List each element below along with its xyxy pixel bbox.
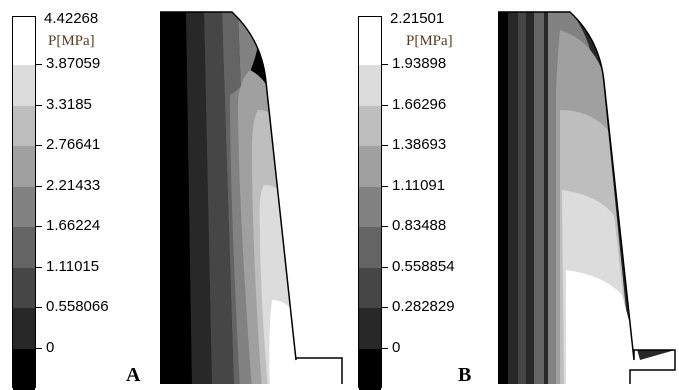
plot-outline-b <box>498 11 676 384</box>
legend-tick-label-a: 1.11015 <box>46 257 100 275</box>
legend-tick-b <box>382 226 388 227</box>
legend-tick-label-b: 0.558854 <box>392 257 455 275</box>
contour-plot-b <box>498 12 675 384</box>
legend-tick-b <box>382 307 388 308</box>
legend-swatch-b <box>359 267 381 309</box>
legend-tick-b <box>382 145 388 146</box>
legend-swatch-b <box>359 227 381 269</box>
legend-swatch-b <box>359 105 381 147</box>
legend-unit-b: P[MPa] <box>406 33 453 49</box>
legend-tick-b <box>382 347 388 349</box>
legend-swatch-a <box>13 186 35 228</box>
legend-swatch-b <box>359 186 381 228</box>
legend-tick-a <box>36 226 42 227</box>
legend-swatch-a <box>13 17 35 66</box>
legend-tick-label-b: 0.83488 <box>392 217 447 234</box>
legend-swatch-b <box>359 348 381 390</box>
legend-swatch-b <box>359 308 381 350</box>
legend-tick-label-a: 3.87059 <box>46 55 101 72</box>
legend-tick-b <box>382 64 388 65</box>
legend-swatch-a <box>13 146 35 188</box>
legend-tick-a <box>36 104 42 106</box>
legend-swatch-a <box>13 308 35 350</box>
legend-tick-a <box>36 145 42 146</box>
legend-swatch-b <box>359 17 381 66</box>
legend-swatch-a <box>13 227 35 269</box>
legend-tick-label-b: 1.11091 <box>392 176 446 194</box>
plot-outline-a <box>160 11 343 384</box>
legend-unit-a: P[MPa] <box>48 33 95 49</box>
legend-tick-a <box>36 307 42 308</box>
legend-bar-a <box>12 16 36 390</box>
panel-label-a: A <box>126 364 141 386</box>
legend-tick-a <box>36 64 42 65</box>
legend-tick-label-b: 0 <box>392 338 401 356</box>
legend-swatch-b <box>359 65 381 107</box>
legend-tick-label-b: 1.38693 <box>392 136 447 153</box>
legend-tick-label-b: 0.282829 <box>392 298 455 315</box>
contour-plot-a <box>160 12 342 384</box>
legend-tick-label-a: 0.558066 <box>46 298 109 315</box>
legend-tick-label-a: 2.76641 <box>46 136 101 153</box>
legend-tick-a <box>36 266 42 268</box>
legend-swatch-a <box>13 105 35 147</box>
legend-swatch-a <box>13 65 35 107</box>
legend-tick-b <box>382 185 388 187</box>
legend-tick-b <box>382 266 388 268</box>
legend-max-label-a: 4.42268 <box>44 10 99 27</box>
legend-tick-a <box>36 347 42 349</box>
legend-tick-a <box>36 185 42 187</box>
legend-tick-label-a: 0 <box>46 338 55 356</box>
legend-swatch-b <box>359 146 381 188</box>
legend-tick-label-b: 1.66296 <box>392 95 447 113</box>
legend-tick-b <box>382 104 388 106</box>
legend-swatch-a <box>13 348 35 390</box>
legend-max-label-b: 2.21501 <box>390 10 445 27</box>
legend-tick-label-a: 2.21433 <box>46 176 101 194</box>
legend-bar-b <box>358 16 382 390</box>
legend-tick-label-a: 1.66224 <box>46 217 101 234</box>
legend-tick-label-a: 3.3185 <box>46 95 92 113</box>
legend-tick-label-b: 1.93898 <box>392 55 447 72</box>
legend-swatch-a <box>13 267 35 309</box>
panel-label-b: B <box>458 364 472 386</box>
